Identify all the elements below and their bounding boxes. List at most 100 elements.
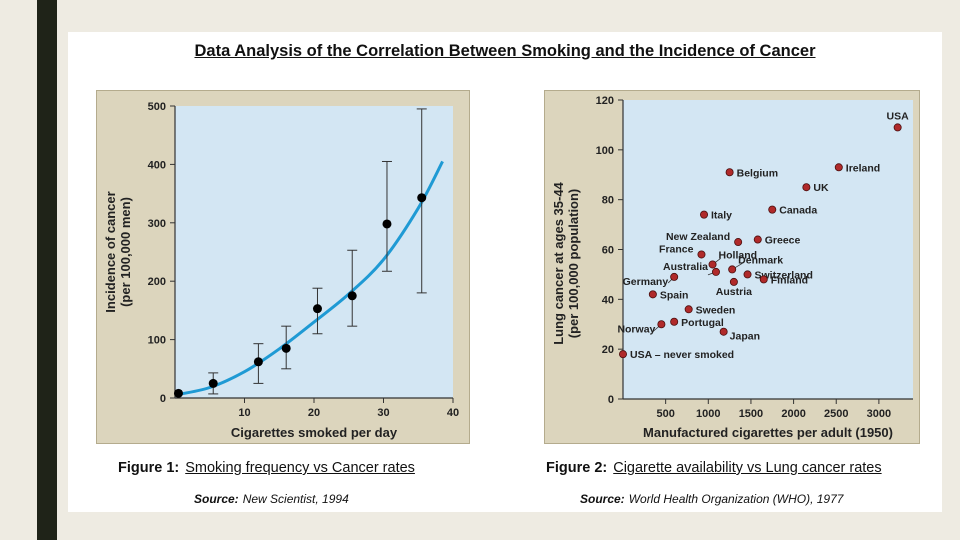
figure2-point-marker: [768, 205, 777, 214]
figure1-y-tick-label: 400: [148, 159, 166, 171]
figure2-point-label: USA – never smoked: [630, 349, 734, 361]
figure2-data-point-2: Ireland: [834, 162, 880, 174]
figure2-point-label: Denmark: [738, 254, 783, 266]
figure2-data-point-3: Belgium: [725, 167, 778, 179]
figure1-point-marker: [281, 343, 291, 353]
figure2-x-tick-label: 1000: [696, 408, 720, 420]
figure1-x-axis-label: Cigarettes smoked per day: [231, 425, 398, 440]
figure1-data-point-3: [253, 343, 264, 384]
figure2-x-tick-label: 3000: [867, 408, 891, 420]
figure2-point-marker: [670, 317, 679, 326]
figure2-caption-text: Cigarette availability vs Lung cancer ra…: [613, 460, 882, 476]
figure2-y-tick-label: 120: [596, 95, 614, 107]
figure2-data-point-7: New Zealand: [666, 231, 743, 247]
figure2-data-point-11: Denmark: [728, 254, 783, 274]
figure2-data-point-16: Austria: [716, 277, 752, 298]
figure2-caption-label: Figure 2:: [546, 460, 608, 476]
figure2-point-marker: [753, 235, 762, 244]
figure2-y-tick-label: 0: [608, 394, 614, 406]
figure1-x-tick-label: 10: [238, 407, 250, 419]
figure2-point-label: Ireland: [846, 162, 880, 174]
figure2-data-point-18: Sweden: [684, 304, 736, 316]
figure1-point-marker: [417, 193, 427, 203]
figure2-point-label: Spain: [660, 289, 689, 301]
figure1-caption-text: Smoking frequency vs Cancer rates: [185, 460, 415, 476]
figure2-data-point-4: UK: [802, 182, 829, 194]
figure2-data-point-10: Holland: [708, 249, 757, 269]
figure2-point-marker: [670, 272, 679, 281]
figure2-point-label: Italy: [711, 210, 732, 222]
figure2-point-marker: [711, 267, 720, 276]
figure1-data-point-7: [381, 160, 392, 272]
figure2-data-point-12: Australia: [663, 261, 720, 276]
figure1-point-marker: [173, 388, 183, 398]
figure2-point-label: Sweden: [696, 304, 736, 316]
left-accent-bar: [37, 0, 57, 540]
figure1-point-marker: [312, 304, 322, 314]
figure1-y-tick-label: 300: [148, 218, 166, 230]
figure2-data-point-15: Germany: [623, 272, 679, 288]
figure1-plot-area: [175, 106, 453, 398]
figure2-data-point-22: USA – never smoked: [619, 349, 734, 361]
figure1-data-point-1: [173, 388, 183, 398]
figure2-x-tick-label: 2500: [824, 408, 848, 420]
figure2-caption: Figure 2: Cigarette availability vs Lung …: [546, 460, 882, 476]
figure2-point-marker: [759, 275, 768, 284]
figure1-y-axis-label-line2: (per 100,000 men): [118, 197, 133, 307]
figure2-point-label: UK: [813, 182, 829, 194]
figure2-point-label: Austria: [716, 286, 752, 298]
figure2-point-marker: [743, 270, 752, 279]
figure1-data-point-2: [208, 372, 219, 395]
figure2-data-point-1: USA: [887, 110, 910, 132]
figure1-y-axis-label-line1: Incidence of cancer: [103, 191, 118, 312]
figure2-point-marker: [708, 260, 717, 269]
figure1-source-text: New Scientist, 1994: [242, 492, 349, 506]
figure2-data-point-19: Portugal: [670, 317, 724, 329]
figure2-point-marker: [729, 277, 738, 286]
figure1-data-point-8: [416, 108, 427, 294]
figure1-data-point-6: [347, 249, 358, 327]
figure2-point-marker: [893, 123, 902, 132]
figure2-point-marker: [719, 327, 728, 336]
figure2-source-label: Source:: [580, 492, 625, 506]
figure2-point-marker: [619, 350, 628, 359]
figure1-point-marker: [253, 357, 263, 367]
figure2-data-point-20: Norway: [617, 320, 666, 335]
figure1-source: Source: New Scientist, 1994: [194, 492, 349, 506]
figure2-data-point-8: Greece: [753, 235, 801, 247]
figure2-data-point-13: Switzerland: [743, 269, 813, 281]
figure2-point-marker: [834, 163, 843, 172]
figure2-point-label: Canada: [779, 205, 817, 217]
figure2-y-axis-label-line2: (per 100,000 population): [566, 189, 581, 339]
figure2-point-marker: [700, 210, 709, 219]
figure2-point-label: Germany: [623, 276, 669, 288]
figure2-point-marker: [802, 183, 811, 192]
figure2-source: Source: World Health Organization (WHO), …: [580, 492, 843, 506]
figure1-source-label: Source:: [194, 492, 239, 506]
figure2-data-point-6: Italy: [700, 210, 732, 222]
figure2-y-tick-label: 40: [602, 294, 614, 306]
slide: Data Analysis of the Correlation Between…: [68, 32, 942, 512]
figure2-data-point-14: Finland: [759, 274, 808, 286]
figure2-x-tick-label: 1500: [739, 408, 763, 420]
figure1-point-marker: [382, 219, 392, 229]
figure2-chart: 0 20 40 60 80 100 120 500 1000 1500 2000 2500 3000 Ma…: [551, 95, 913, 440]
figure1-x-tick-label: 40: [447, 407, 459, 419]
figure2-point-label: Australia: [663, 261, 708, 273]
figure2-plot-area: [623, 100, 913, 399]
figure2-data-point-9: France: [659, 243, 706, 259]
figure2-data-point-5: Canada: [768, 205, 817, 217]
figure2-data-point-21: Japan: [719, 327, 760, 343]
figure2-point-label: USA: [887, 110, 910, 122]
figure1-data-point-4: [281, 325, 292, 370]
figure2-point-label: Greece: [765, 235, 801, 247]
figure2-y-tick-label: 60: [602, 245, 614, 257]
figure2-point-marker: [728, 265, 737, 274]
figure2-panel: 0 20 40 60 80 100 120 500 1000 1500 2000 2500 3000 Ma…: [544, 90, 920, 444]
figure2-point-marker: [697, 250, 706, 259]
figure2-point-marker: [657, 320, 666, 329]
figure2-point-marker: [734, 238, 743, 247]
figure1-point-marker: [347, 291, 357, 301]
figure1-y-tick-label: 100: [148, 335, 166, 347]
figure2-source-text: World Health Organization (WHO), 1977: [628, 492, 844, 506]
